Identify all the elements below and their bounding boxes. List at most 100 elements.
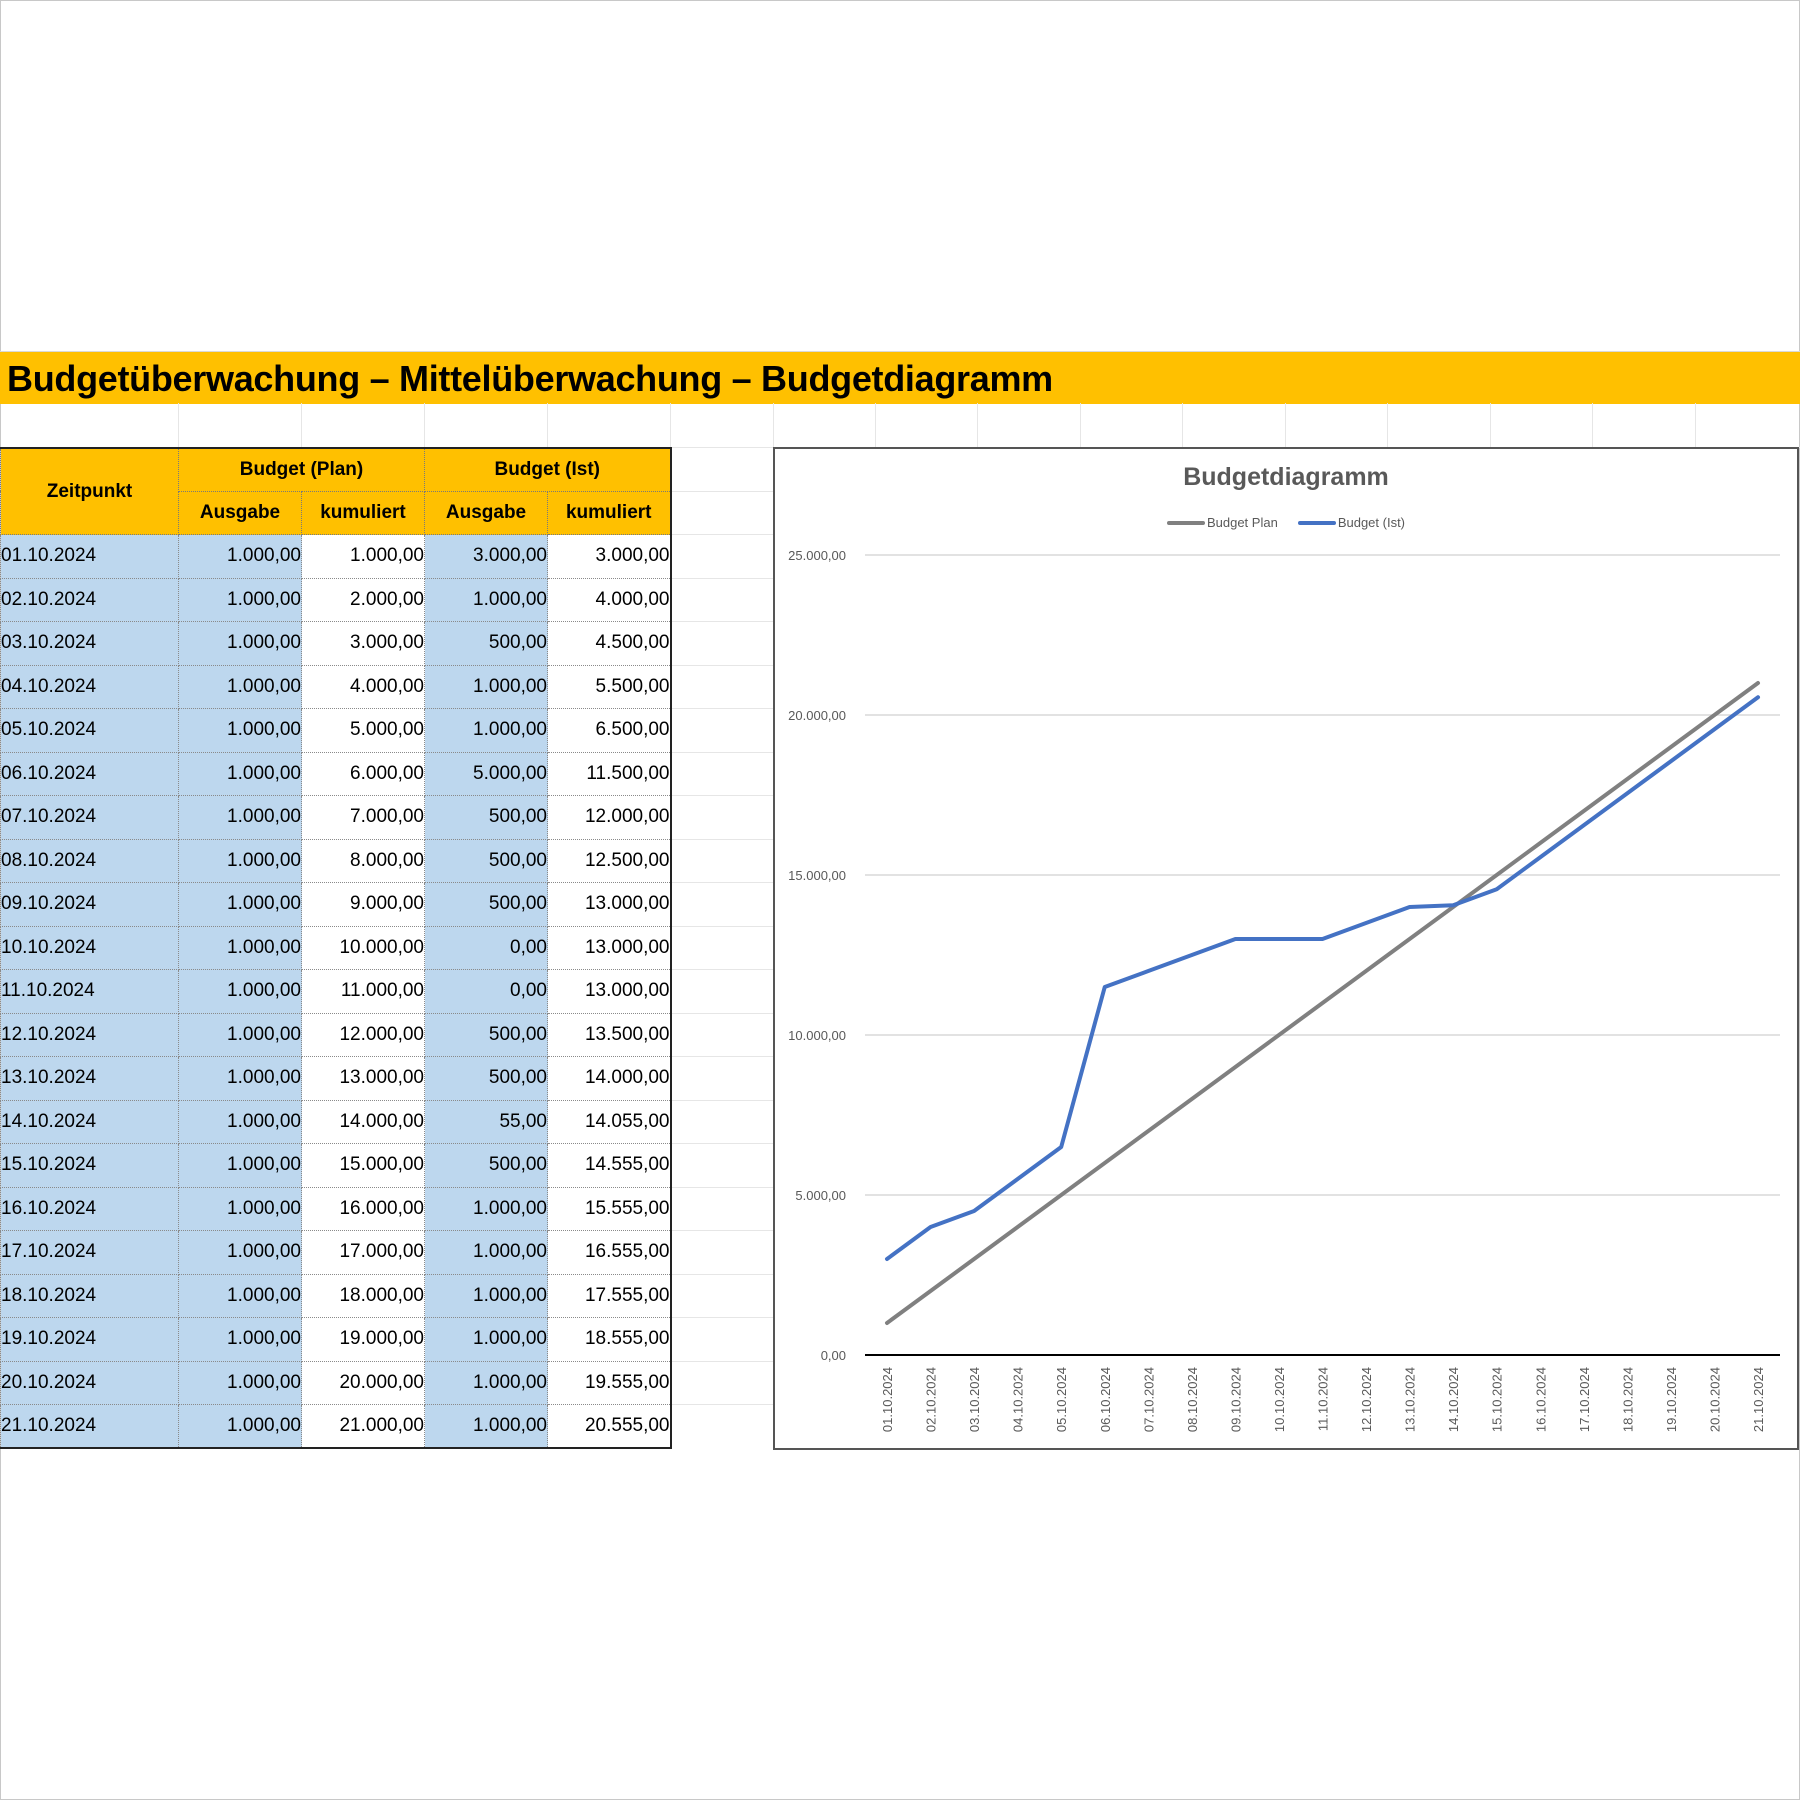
header-budget-plan: Budget (Plan) — [178, 447, 425, 492]
cell-date[interactable]: 03.10.2024 — [0, 621, 179, 666]
cell-date[interactable]: 13.10.2024 — [0, 1056, 179, 1101]
cell-plan-ausgabe[interactable]: 1.000,00 — [178, 1404, 302, 1449]
cell-date[interactable]: 21.10.2024 — [0, 1404, 179, 1449]
cell-ist-kumuliert: 13.000,00 — [547, 969, 671, 1014]
cell-date[interactable]: 19.10.2024 — [0, 1317, 179, 1362]
cell-date[interactable]: 04.10.2024 — [0, 664, 179, 709]
cell-divider — [670, 664, 773, 666]
cell-ist-ausgabe[interactable]: 1.000,00 — [424, 708, 548, 753]
cell-plan-kumuliert: 11.000,00 — [301, 969, 425, 1014]
cell-ist-ausgabe[interactable]: 0,00 — [424, 925, 548, 970]
legend-swatch-ist — [1297, 520, 1336, 525]
cell-date[interactable]: 01.10.2024 — [0, 534, 179, 579]
cell-plan-ausgabe[interactable]: 1.000,00 — [178, 1230, 302, 1275]
cell-ist-ausgabe[interactable]: 500,00 — [424, 621, 548, 666]
cell-plan-ausgabe[interactable]: 1.000,00 — [178, 1012, 302, 1057]
cell-date[interactable]: 09.10.2024 — [0, 882, 179, 927]
cell-ist-ausgabe[interactable]: 5.000,00 — [424, 751, 548, 796]
cell-ist-ausgabe[interactable]: 1.000,00 — [424, 1317, 548, 1362]
cell-divider — [1387, 403, 1388, 447]
cell-ist-kumuliert: 14.555,00 — [547, 1143, 671, 1188]
cell-date[interactable]: 08.10.2024 — [0, 838, 179, 883]
cell-plan-ausgabe[interactable]: 1.000,00 — [178, 882, 302, 927]
cell-plan-ausgabe[interactable]: 1.000,00 — [178, 1099, 302, 1144]
cell-plan-ausgabe[interactable]: 1.000,00 — [178, 751, 302, 796]
cell-divider — [670, 795, 773, 796]
cell-divider — [670, 1273, 773, 1275]
y-tick-label: 15.000,00 — [788, 868, 846, 883]
cell-ist-ausgabe[interactable]: 0,00 — [424, 969, 548, 1014]
cell-divider — [1592, 403, 1593, 447]
cell-plan-ausgabe[interactable]: 1.000,00 — [178, 621, 302, 666]
cell-ist-ausgabe[interactable]: 1.000,00 — [424, 1273, 548, 1318]
cell-plan-ausgabe[interactable]: 1.000,00 — [178, 838, 302, 883]
x-tick-label: 11.10.2024 — [1316, 1367, 1331, 1431]
cell-date[interactable]: 12.10.2024 — [0, 1012, 179, 1057]
budget-chart[interactable]: Budgetdiagramm Budget Plan Budget (Ist) … — [773, 447, 1799, 1450]
cell-date[interactable]: 11.10.2024 — [0, 969, 179, 1014]
cell-plan-ausgabe[interactable]: 1.000,00 — [178, 534, 302, 579]
cell-plan-ausgabe[interactable]: 1.000,00 — [178, 1143, 302, 1188]
cell-divider — [1490, 403, 1491, 447]
y-tick-label: 25.000,00 — [788, 548, 846, 563]
cell-date[interactable]: 07.10.2024 — [0, 795, 179, 840]
cell-ist-ausgabe[interactable]: 500,00 — [424, 795, 548, 840]
cell-plan-ausgabe[interactable]: 1.000,00 — [178, 925, 302, 970]
cell-plan-kumuliert: 7.000,00 — [301, 795, 425, 840]
cell-ist-ausgabe[interactable]: 500,00 — [424, 1143, 548, 1188]
cell-ist-ausgabe[interactable]: 1.000,00 — [424, 664, 548, 709]
empty-sheet-row — [0, 403, 1800, 448]
cell-ist-ausgabe[interactable]: 1.000,00 — [424, 1186, 548, 1231]
cell-ist-kumuliert: 12.500,00 — [547, 838, 671, 883]
cell-plan-ausgabe[interactable]: 1.000,00 — [178, 664, 302, 709]
cell-plan-kumuliert: 16.000,00 — [301, 1186, 425, 1231]
cell-plan-ausgabe[interactable]: 1.000,00 — [178, 1056, 302, 1101]
cell-ist-ausgabe[interactable]: 1.000,00 — [424, 1404, 548, 1449]
cell-ist-ausgabe[interactable]: 500,00 — [424, 1012, 548, 1057]
cell-ist-ausgabe[interactable]: 500,00 — [424, 1056, 548, 1101]
cell-ist-ausgabe[interactable]: 1.000,00 — [424, 577, 548, 622]
cell-ist-ausgabe[interactable]: 500,00 — [424, 882, 548, 927]
title-banner: Budgetüberwachung – Mittelüberwachung – … — [0, 351, 1800, 404]
cell-ist-kumuliert: 13.000,00 — [547, 882, 671, 927]
header-zeitpunkt: Zeitpunkt — [0, 447, 179, 535]
cell-date[interactable]: 02.10.2024 — [0, 577, 179, 622]
cell-date[interactable]: 06.10.2024 — [0, 751, 179, 796]
x-tick-label: 15.10.2024 — [1490, 1367, 1505, 1432]
legend-item-ist: Budget (Ist) — [1297, 515, 1405, 530]
cell-plan-ausgabe[interactable]: 1.000,00 — [178, 1360, 302, 1405]
cell-divider — [1695, 403, 1696, 447]
cell-date[interactable]: 17.10.2024 — [0, 1230, 179, 1275]
cell-divider — [670, 1056, 773, 1057]
cell-ist-ausgabe[interactable]: 55,00 — [424, 1099, 548, 1144]
series-line-ist[interactable] — [885, 695, 1760, 1261]
cell-plan-ausgabe[interactable]: 1.000,00 — [178, 708, 302, 753]
cell-ist-ausgabe[interactable]: 1.000,00 — [424, 1360, 548, 1405]
cell-date[interactable]: 20.10.2024 — [0, 1360, 179, 1405]
y-tick-label: 10.000,00 — [788, 1028, 846, 1043]
cell-ist-ausgabe[interactable]: 3.000,00 — [424, 534, 548, 579]
cell-divider — [1285, 403, 1286, 447]
cell-ist-ausgabe[interactable]: 1.000,00 — [424, 1230, 548, 1275]
cell-plan-ausgabe[interactable]: 1.000,00 — [178, 795, 302, 840]
cell-date[interactable]: 15.10.2024 — [0, 1143, 179, 1188]
table-row: 20.10.2024 1.000,00 20.000,00 1.000,00 19.55… — [0, 1360, 671, 1405]
x-tick-label: 21.10.2024 — [1751, 1367, 1766, 1432]
cell-divider — [670, 751, 773, 753]
cell-plan-ausgabe[interactable]: 1.000,00 — [178, 1317, 302, 1362]
cell-date[interactable]: 16.10.2024 — [0, 1186, 179, 1231]
cell-date[interactable]: 05.10.2024 — [0, 708, 179, 753]
x-tick-label: 17.10.2024 — [1577, 1367, 1592, 1432]
series-line-plan[interactable] — [885, 681, 1760, 1325]
cell-plan-ausgabe[interactable]: 1.000,00 — [178, 969, 302, 1014]
cell-ist-ausgabe[interactable]: 500,00 — [424, 838, 548, 883]
cell-date[interactable]: 14.10.2024 — [0, 1099, 179, 1144]
cell-plan-ausgabe[interactable]: 1.000,00 — [178, 577, 302, 622]
x-tick-label: 14.10.2024 — [1446, 1367, 1461, 1432]
cell-plan-ausgabe[interactable]: 1.000,00 — [178, 1186, 302, 1231]
cell-date[interactable]: 10.10.2024 — [0, 925, 179, 970]
cell-plan-ausgabe[interactable]: 1.000,00 — [178, 1273, 302, 1318]
cell-date[interactable]: 18.10.2024 — [0, 1273, 179, 1318]
legend-swatch-plan — [1166, 520, 1205, 525]
cell-divider — [875, 403, 876, 447]
